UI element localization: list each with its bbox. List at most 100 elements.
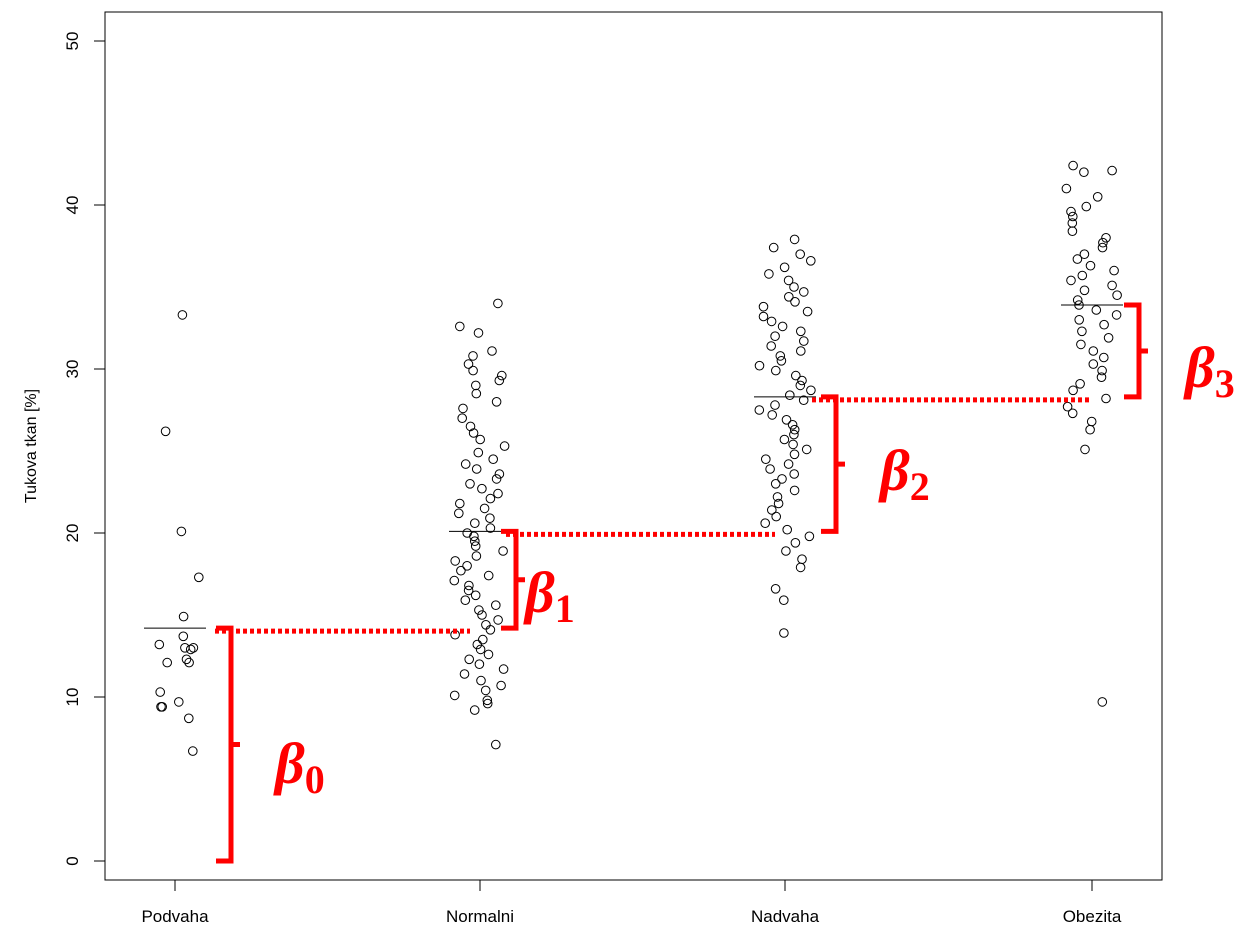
data-point <box>483 570 494 581</box>
data-point <box>471 551 482 561</box>
data-point <box>462 528 473 538</box>
beta-symbol: β <box>523 560 555 625</box>
data-point <box>799 287 809 297</box>
data-point <box>1086 416 1097 427</box>
data-point <box>770 584 781 594</box>
data-point <box>806 256 816 266</box>
data-point <box>478 634 488 645</box>
data-point <box>184 713 194 724</box>
data-point <box>1067 408 1078 419</box>
data-point <box>1088 346 1099 356</box>
data-point <box>784 292 794 302</box>
data-point <box>470 590 481 601</box>
data-point <box>1079 167 1089 177</box>
data-point <box>471 380 481 391</box>
data-point <box>457 413 468 424</box>
group-means <box>144 304 1123 629</box>
data-point <box>767 505 777 515</box>
data-point <box>1098 237 1108 248</box>
data-point <box>1096 372 1107 383</box>
data-point <box>184 657 194 668</box>
data-point <box>493 298 503 309</box>
data-point <box>1061 183 1072 194</box>
data-point <box>473 328 484 338</box>
data-point <box>779 434 790 445</box>
data-point <box>1091 305 1102 315</box>
data-point <box>497 370 507 381</box>
data-point <box>460 595 471 606</box>
data-point <box>1103 333 1114 343</box>
data-point <box>776 356 787 366</box>
data-point <box>469 531 479 542</box>
data-point <box>468 351 478 361</box>
data-point <box>758 301 769 312</box>
data-point <box>797 554 807 565</box>
data-point <box>796 326 806 337</box>
y-axis-title: Tukova tkan [%] <box>23 389 40 503</box>
data-point <box>1081 201 1092 212</box>
brace <box>1124 302 1148 400</box>
data-point <box>174 697 184 707</box>
beta-label: β1 <box>523 560 575 631</box>
data-point <box>795 380 806 391</box>
data-point <box>493 488 503 499</box>
data-point <box>771 511 782 522</box>
beta-label: β0 <box>273 731 325 802</box>
data-point <box>494 469 505 479</box>
data-point <box>1097 697 1108 707</box>
data-point <box>770 400 780 410</box>
y-axis: 0 10 20 30 40 50 <box>63 32 106 866</box>
data-point <box>178 631 189 642</box>
beta-symbol: β <box>878 438 910 503</box>
data-point <box>782 524 793 535</box>
data-point <box>463 585 474 596</box>
data-point <box>458 403 468 414</box>
data-point <box>804 531 815 542</box>
data-point <box>781 546 791 556</box>
data-point <box>772 492 783 502</box>
data-point <box>764 269 774 279</box>
x-tick-label: Obezita <box>1063 907 1122 926</box>
beta-symbol: β <box>1183 335 1215 400</box>
data-point <box>499 441 510 451</box>
data-point <box>494 375 505 386</box>
data-point <box>468 428 479 438</box>
data-point <box>1092 192 1103 202</box>
beta-subscript: 1 <box>555 586 575 631</box>
data-point <box>491 474 502 484</box>
data-point <box>1088 359 1099 369</box>
data-point <box>791 370 801 381</box>
data-point <box>1085 424 1095 435</box>
data-point <box>471 464 482 474</box>
y-tick-label: 50 <box>63 32 82 51</box>
data-point <box>469 705 480 715</box>
beta-subscript: 0 <box>305 757 325 802</box>
data-point <box>795 249 806 259</box>
data-point <box>470 536 480 547</box>
data-points <box>154 160 1122 756</box>
beta-subscript: 2 <box>910 464 930 509</box>
data-point <box>185 644 196 655</box>
data-point <box>789 449 800 460</box>
data-point <box>459 669 470 679</box>
data-point <box>160 426 171 437</box>
data-point <box>498 546 508 556</box>
brace <box>821 394 845 534</box>
data-point <box>491 397 502 407</box>
y-tick-label: 20 <box>63 524 82 543</box>
data-point <box>465 421 476 432</box>
data-point <box>155 687 165 697</box>
data-point <box>485 625 496 635</box>
y-tick-label: 0 <box>63 856 82 865</box>
data-point <box>474 605 484 615</box>
data-point <box>758 311 769 322</box>
data-point <box>488 454 499 465</box>
data-point <box>770 479 781 489</box>
data-point <box>779 595 789 606</box>
data-point <box>775 351 786 361</box>
data-point <box>487 346 497 356</box>
data-point <box>1072 254 1083 264</box>
data-point <box>1101 233 1111 243</box>
data-point <box>1076 339 1086 350</box>
